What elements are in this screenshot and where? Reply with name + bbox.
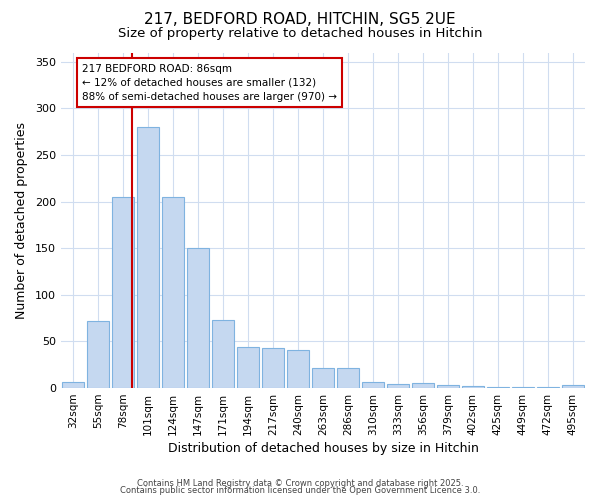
Bar: [137, 127, 159, 388]
Text: 217 BEDFORD ROAD: 86sqm
← 12% of detached houses are smaller (132)
88% of semi-d: 217 BEDFORD ROAD: 86sqm ← 12% of detache…: [82, 64, 337, 102]
Bar: [212, 320, 234, 388]
Bar: [312, 368, 334, 388]
Bar: [237, 347, 259, 388]
Bar: [112, 197, 134, 388]
Bar: [536, 387, 559, 388]
Text: 217, BEDFORD ROAD, HITCHIN, SG5 2UE: 217, BEDFORD ROAD, HITCHIN, SG5 2UE: [144, 12, 456, 28]
X-axis label: Distribution of detached houses by size in Hitchin: Distribution of detached houses by size …: [167, 442, 478, 455]
Bar: [162, 197, 184, 388]
Bar: [62, 382, 85, 388]
Bar: [562, 386, 584, 388]
Bar: [462, 386, 484, 388]
Bar: [387, 384, 409, 388]
Text: Contains public sector information licensed under the Open Government Licence 3.: Contains public sector information licen…: [120, 486, 480, 495]
Bar: [187, 248, 209, 388]
Bar: [362, 382, 384, 388]
Bar: [437, 386, 459, 388]
Bar: [512, 387, 533, 388]
Y-axis label: Number of detached properties: Number of detached properties: [15, 122, 28, 319]
Bar: [287, 350, 309, 388]
Text: Size of property relative to detached houses in Hitchin: Size of property relative to detached ho…: [118, 28, 482, 40]
Bar: [337, 368, 359, 388]
Bar: [487, 387, 509, 388]
Bar: [262, 348, 284, 388]
Text: Contains HM Land Registry data © Crown copyright and database right 2025.: Contains HM Land Registry data © Crown c…: [137, 478, 463, 488]
Bar: [88, 321, 109, 388]
Bar: [412, 384, 434, 388]
